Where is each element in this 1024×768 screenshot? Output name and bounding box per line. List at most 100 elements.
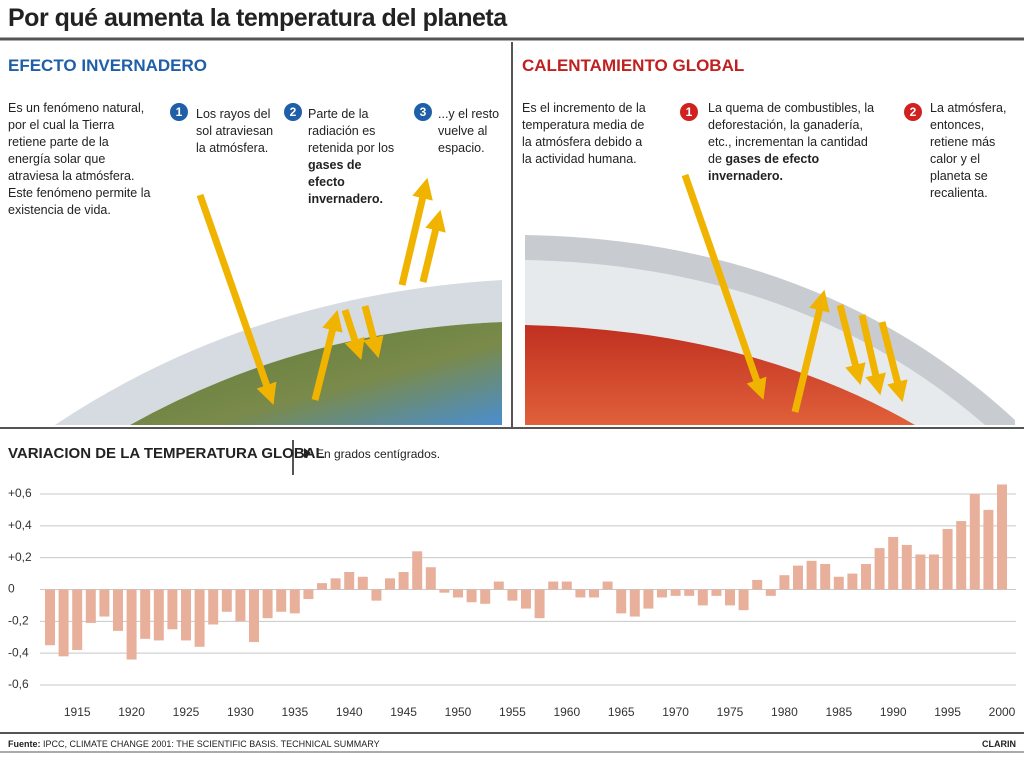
bar [616,589,627,614]
step-text: La quema de combustibles, la deforestaci… [708,101,875,166]
bar [820,564,831,590]
heading: EFECTO INVERNADERO [8,56,207,75]
x-tick-label: 1990 [880,705,907,719]
x-tick-label: 1915 [64,705,91,719]
bar [833,576,844,590]
bar [439,589,450,593]
x-tick-label: 1970 [662,705,689,719]
x-tick-label: 1980 [771,705,798,719]
step-number: 2 [904,103,922,121]
step-number: 1 [680,103,698,121]
bar [153,589,164,641]
bar [181,589,191,641]
source-text: IPCC, CLIMATE CHANGE 2001: THE SCIENTIFI… [43,739,380,749]
bar [901,544,912,590]
bar [738,589,749,611]
bar [385,578,395,590]
x-tick-label: 1960 [553,705,580,719]
x-tick-label: 1930 [227,705,254,719]
bar [697,589,708,606]
bar [85,589,96,623]
bar [888,536,899,590]
source: Fuente: IPCC, CLIMATE CHANGE 2001: THE S… [8,739,380,749]
step-text: La atmósfera, entonces, retiene más calo… [930,101,1007,200]
intro: Es un fenómeno natural, por el cual la T… [8,101,151,217]
bar [126,589,137,660]
x-tick-label: 1985 [825,705,852,719]
bar [765,589,776,596]
bar [289,589,300,614]
chart: +0,6 +0,4 +0,2 0 -0,2 -0,4 -0,6 1915 1920 1925 193… [8,484,1016,719]
bar [317,583,327,590]
bar [221,589,232,612]
bar [657,589,667,598]
step-bold: gases de efecto invernadero. [708,152,820,183]
bar [344,571,355,590]
bar [847,573,858,590]
bar [371,589,382,601]
arrows [196,177,446,405]
x-tick-label: 1940 [336,705,363,719]
x-tick-label: 1945 [390,705,417,719]
step-number: 2 [284,103,302,121]
bullet [304,448,311,458]
bar [915,554,926,590]
bar [303,589,314,600]
bar [779,575,790,590]
bar [99,589,110,617]
x-tick-label: 1975 [717,705,744,719]
bar [357,576,368,590]
bar [643,589,654,609]
step-number: 3 [414,103,432,121]
bar [507,589,518,601]
bar [725,589,735,606]
y-tick-label: -0,4 [8,645,29,659]
x-tick-label: 1925 [173,705,200,719]
bar [398,571,409,590]
bar [956,521,967,590]
bar [589,589,599,598]
bar [942,529,953,590]
y-tick-label: 0 [8,582,15,596]
source-label: Fuente: [8,739,41,749]
bar [140,589,151,639]
chart-title: VARIACION DE LA TEMPERATURA GLOBAL [8,445,325,462]
bar [861,564,871,590]
bar [276,589,287,612]
x-tick-label: 1965 [608,705,635,719]
bar [72,589,83,650]
chart-subtitle: En grados centígrados. [316,447,441,461]
bar [45,589,55,646]
y-tick-label: +0,4 [8,518,32,532]
bar [629,589,640,617]
bar [208,589,219,625]
bar [534,589,545,619]
bar [969,494,980,590]
x-tick-label: 1935 [281,705,308,719]
step-text: Parte de la radiación es retenida por lo… [308,107,395,155]
bar [330,578,341,590]
y-tick-label: -0,2 [8,614,29,628]
bar [235,589,246,622]
step-text: Parte de la radiación es retenida por lo… [308,106,398,208]
bar [493,581,504,590]
step-number: 1 [170,103,188,121]
bar [453,589,463,598]
bar [793,565,803,590]
bar [466,589,477,603]
x-tick-label: 1955 [499,705,526,719]
intro: Es el incremento de la temperatura media… [522,101,646,166]
bar [752,579,763,590]
step-text: ...y el resto vuelve al espacio. [438,107,500,155]
bar [521,589,531,609]
y-tick-label: -0,6 [8,677,29,691]
bar [684,589,695,596]
bar [983,509,994,590]
bar [249,589,259,643]
heading: CALENTAMIENTO GLOBAL [522,56,745,75]
x-tick-label: 2000 [989,705,1016,719]
bar [113,589,123,631]
earth [525,325,915,425]
earth [130,322,502,425]
